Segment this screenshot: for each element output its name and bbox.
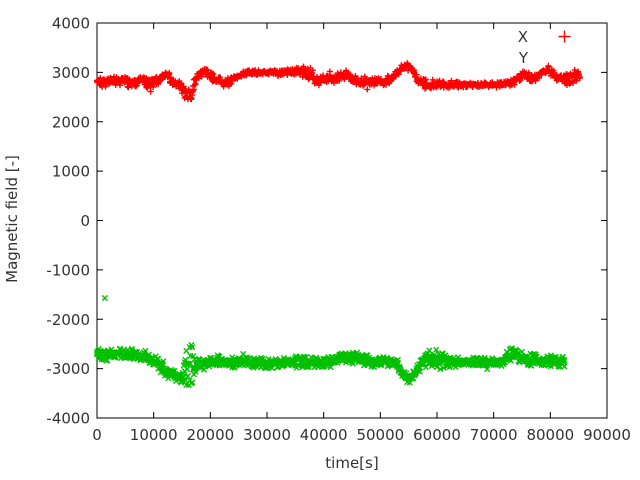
y-tick-label: -2000 [46, 311, 90, 329]
plot-frame [96, 22, 608, 419]
legend-label-x: X [517, 27, 528, 46]
x-tick-label: 70000 [470, 426, 518, 444]
legend: X Y [518, 26, 578, 68]
x-tick-label: 90000 [583, 426, 631, 444]
y-tick-label: -4000 [46, 410, 90, 428]
y-tick-label: 4000 [52, 15, 90, 33]
legend-marker-slot-x [550, 30, 578, 43]
x-tick-label: 30000 [243, 426, 291, 444]
x-tick-label: 40000 [300, 426, 348, 444]
y-axis-title: Magnetic field [-] [3, 155, 21, 283]
plus-marker-icon [558, 30, 570, 43]
x-axis-title: time[s] [325, 454, 379, 472]
x-tick-label: 50000 [356, 426, 404, 444]
x-tick-label: 0 [92, 426, 102, 444]
x-tick-label: 80000 [526, 426, 574, 444]
x-tick-label: 20000 [186, 426, 234, 444]
y-tick-label: -3000 [46, 360, 90, 378]
series-points-x [94, 60, 583, 103]
y-tick-label: 1000 [52, 163, 90, 181]
y-tick-label: 2000 [52, 113, 90, 131]
x-tick-label: 10000 [130, 426, 178, 444]
y-tick-label: 3000 [52, 64, 90, 82]
legend-label-y: Y [518, 48, 528, 67]
legend-entry-y: Y [518, 47, 578, 68]
y-tick-label: 0 [80, 212, 90, 230]
y-tick-label: -1000 [46, 261, 90, 279]
series-points-y [93, 294, 568, 389]
legend-entry-x: X [518, 26, 578, 47]
x-tick-label: 60000 [413, 426, 461, 444]
